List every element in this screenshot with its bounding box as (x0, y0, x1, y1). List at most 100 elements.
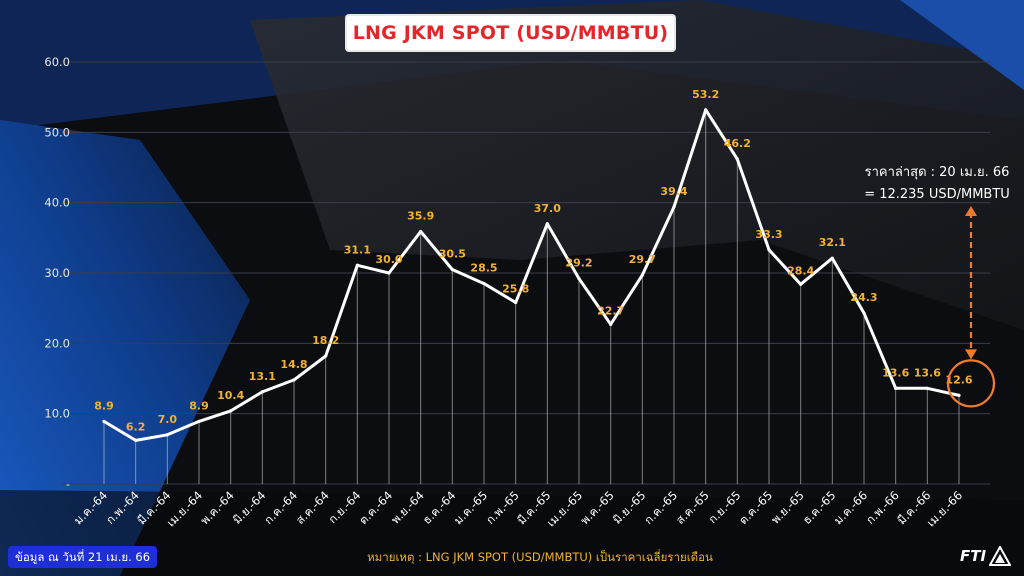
x-tick-label: มิ.ย.-65 (610, 488, 648, 526)
chart-title-box: LNG JKM SPOT (USD/MMBTU) (347, 16, 674, 50)
data-point (229, 409, 233, 413)
latest-price-annotation: ราคาล่าสุด : 20 เม.ย. 66 = 12.235 USD/MM… (852, 162, 1022, 206)
x-tick-label: ม.ค.-65 (451, 488, 490, 527)
data-label: 33.3 (755, 228, 782, 241)
data-label: 25.8 (502, 283, 529, 296)
data-point (134, 438, 138, 442)
x-tick-label: ก.ย.-64 (325, 488, 363, 526)
x-tick-label: ก.ค.-64 (261, 488, 300, 527)
data-point (450, 267, 454, 272)
y-tick-label: 60.0 (44, 55, 70, 69)
x-tick-label: มิ.ย.-64 (230, 488, 268, 526)
data-point (419, 229, 423, 234)
data-point (355, 263, 359, 267)
y-tick-label: 10.0 (44, 407, 70, 421)
data-as-of-badge: ข้อมูล ณ วันที่ 21 เม.ย. 66 (8, 546, 158, 568)
x-tick-label: เม.ย.-64 (164, 488, 205, 529)
data-label: 30.0 (375, 253, 402, 266)
data-label: 32.1 (819, 236, 846, 249)
y-tick-label: - (66, 477, 70, 491)
data-point (482, 281, 486, 286)
x-tick-label: ต.ค.-65 (736, 488, 775, 527)
data-point (324, 354, 328, 358)
x-tick-label: ก.ค.-65 (641, 488, 680, 527)
x-tick-label: พ.ค.-64 (198, 488, 237, 527)
bg-shape-grey (250, 0, 1024, 330)
x-tick-label: ม.ค.-64 (71, 488, 110, 527)
x-tick-label: ก.พ.-65 (483, 488, 522, 527)
x-tick-label: ก.ย.-65 (705, 488, 743, 526)
chart-title: LNG JKM SPOT (USD/MMBTU) (352, 22, 669, 44)
data-point (165, 433, 169, 437)
x-tick-label: ธ.ค.-65 (800, 488, 839, 527)
y-tick-label: 30.0 (44, 266, 70, 280)
data-point (894, 386, 898, 390)
data-label: 35.9 (407, 210, 434, 223)
data-label: 13.6 (882, 366, 909, 379)
data-point (260, 390, 264, 394)
footnote: หมายเหตุ : LNG JKM SPOT (USD/MMBTU) เป็น… (367, 550, 713, 564)
data-point (672, 205, 676, 209)
x-tick-label: ก.พ.-66 (863, 488, 902, 527)
x-tick-label: ส.ค.-65 (673, 488, 712, 527)
annotation-line2: = 12.235 USD/MMBTU (864, 187, 1010, 202)
data-label: 28.4 (787, 264, 814, 277)
data-label: 18.2 (312, 334, 339, 347)
data-label: 39.4 (660, 185, 687, 198)
x-tick-label: ส.ค.-64 (293, 488, 332, 527)
data-point (767, 248, 771, 252)
data-label: 29.7 (629, 253, 656, 266)
data-label: 31.1 (344, 243, 371, 256)
x-tick-label: ก.พ.-64 (103, 488, 142, 527)
data-point (640, 273, 644, 277)
arrow-up-icon (965, 206, 977, 216)
y-tick-label: 20.0 (44, 336, 70, 350)
data-label: 28.5 (470, 262, 497, 275)
x-tick-label: พ.ค.-65 (578, 488, 617, 527)
x-tick-label: ต.ค.-64 (356, 488, 395, 527)
data-label: 6.2 (126, 420, 146, 433)
x-tick-label: ม.ค.-66 (831, 488, 870, 527)
data-point (735, 157, 739, 161)
annotation-line1: ราคาล่าสุด : 20 เม.ย. 66 (864, 165, 1010, 180)
data-point (197, 419, 201, 424)
data-label: 10.4 (217, 389, 244, 402)
data-point (704, 108, 708, 112)
data-point (799, 282, 803, 286)
data-point (577, 277, 581, 281)
data-label: 14.8 (280, 358, 307, 371)
data-label: 53.2 (692, 88, 719, 101)
series-line (102, 108, 961, 442)
bg-shape-blue-right (900, 0, 1024, 90)
data-label: 12.6 (945, 373, 972, 386)
data-label: 46.2 (724, 137, 751, 150)
data-label: 24.3 (850, 291, 877, 304)
data-point (925, 386, 929, 390)
fti-logo: FTI (960, 542, 1018, 570)
y-tick-label: 50.0 (44, 125, 70, 139)
x-tick-label: เม.ย.-65 (544, 488, 585, 529)
data-label: 13.1 (249, 370, 276, 383)
data-label: 22.7 (597, 304, 624, 317)
data-point (514, 300, 518, 305)
data-point (862, 311, 866, 315)
data-point (292, 378, 296, 382)
data-label: 13.6 (914, 366, 941, 379)
data-label: 37.0 (534, 202, 561, 215)
data-point (957, 393, 961, 397)
bg-shape-dark-bottom (0, 490, 1024, 576)
data-label: 7.0 (158, 413, 178, 426)
data-label: 30.5 (439, 247, 466, 260)
latest-value-highlight-circle (946, 359, 996, 408)
data-label: 8.9 (189, 399, 209, 412)
x-tick-label: พ.ย.-65 (768, 488, 806, 526)
y-tick-label: 40.0 (44, 196, 70, 210)
data-label: 29.2 (565, 257, 592, 270)
fti-logo-icon (989, 546, 1012, 566)
data-point (387, 271, 391, 275)
data-point (609, 322, 613, 326)
x-tick-label: พ.ย.-64 (388, 488, 426, 526)
fti-logo-text: FTI (960, 547, 987, 565)
